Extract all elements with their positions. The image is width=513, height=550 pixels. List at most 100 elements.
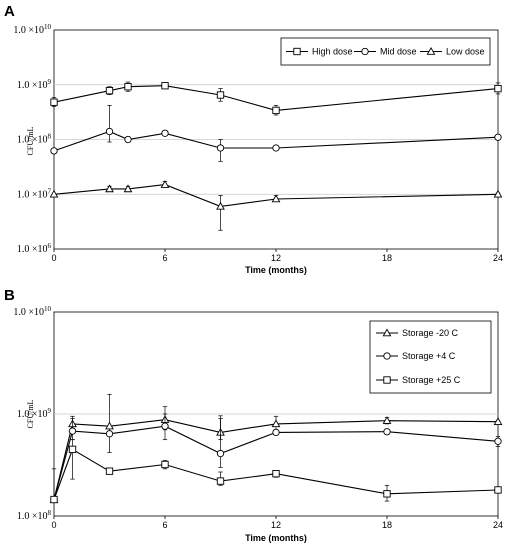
panel-b-x-tick-label: 18	[382, 520, 392, 530]
panel-a-series-mid-dose-point	[105, 127, 114, 136]
panel-b-series-storage-25-c-point	[216, 477, 225, 485]
panel-a-x-tick-label: 12	[271, 253, 281, 263]
panel-b-series-storage-4-c-point	[161, 422, 169, 430]
panel-b-y-tick-label: 1.0 ×108	[17, 509, 52, 522]
panel-a-y-tick-label: 1.0 ×106	[17, 242, 52, 255]
panel-a-legend-marker	[361, 47, 369, 56]
panel-b-series-storage-20-c	[49, 393, 503, 503]
panel-a-series-low-dose-point	[493, 189, 503, 198]
panel-b-legend-item-storage-4-c: Storage +4 C	[376, 351, 456, 361]
panel-a-series-high-dose-point	[50, 98, 58, 106]
panel-b-legend-item-storage-25-c: Storage +25 C	[376, 375, 461, 385]
panel-b-legend-label: Storage -20 C	[402, 328, 459, 338]
panel-a-legend-box	[280, 37, 491, 66]
panel-b-series	[49, 393, 503, 504]
panel-a-x-tick-label: 24	[493, 253, 503, 263]
panel-b-series-storage-25-c-point	[161, 460, 169, 469]
panel-a-y-tick-label: 1.0 ×108	[17, 133, 52, 146]
panel-b-series-storage-25-c-point	[50, 495, 58, 504]
panel-b-x-tick-label: 12	[271, 520, 281, 530]
panel-a-series-mid-dose-point	[216, 144, 225, 152]
panel-b: B 1.0 ×108 1.0 ×109 1.0 ×1010 0 6 12 18 24 CFU…	[4, 287, 503, 543]
panel-a-series-low-dose-point	[105, 184, 114, 193]
panel-b-series-storage-20-c-point	[382, 416, 392, 424]
panel-b-x-tick-labels: 0 6 12 18 24	[51, 516, 503, 530]
panel-b-series-storage-25-c	[50, 439, 502, 504]
panel-a-series-low-dose-point	[271, 194, 281, 203]
panel-b-x-tick-label: 6	[162, 520, 167, 530]
panel-b-series-storage-20-c-point	[105, 421, 114, 430]
panel-a-legend-label: Mid dose	[380, 47, 417, 57]
panel-a-series-mid-dose-point	[272, 144, 280, 152]
panel-b-legend-marker	[383, 352, 391, 360]
panel-b-y-tick-labels: 1.0 ×108 1.0 ×109 1.0 ×1010	[13, 305, 51, 522]
panel-a-series-low-dose-point	[160, 180, 170, 188]
panel-a-legend-label: Low dose	[446, 47, 485, 57]
panel-b-series-storage-25-c-point	[272, 470, 280, 478]
panel-b-x-tick-label: 0	[51, 520, 56, 530]
panel-b-series-storage-25-c-line	[53, 448, 499, 500]
panel-a-x-tick-label: 18	[382, 253, 392, 263]
panel-a-series-mid-dose-point	[50, 147, 58, 155]
panel-b-label: B	[4, 287, 15, 304]
panel-b-legend-marker	[382, 328, 392, 337]
panel-a-series-high-dose-point	[272, 106, 280, 115]
panel-a-series-mid-dose-point	[161, 129, 169, 137]
panel-a-y-tick-label: 1.0 ×107	[17, 187, 52, 200]
panel-a-series-high-dose	[50, 81, 502, 116]
panel-b-series-storage-4-c-point	[68, 427, 77, 435]
panel-a-y-tick-labels: 1.0 ×106 1.0 ×107 1.0 ×108 1.0 ×109 1.0 ×101…	[13, 23, 51, 255]
panel-a-legend-marker	[426, 46, 436, 55]
panel-b-legend-label: Storage +4 C	[402, 351, 456, 361]
panel-a-x-tick-label: 6	[162, 253, 167, 263]
panel-a-x-tick-labels: 0 6 12 18 24	[51, 249, 503, 263]
panel-a-series-high-dose-point	[494, 84, 502, 93]
panel-a-series-mid-dose	[50, 105, 502, 162]
panel-a-legend-marker	[293, 47, 301, 56]
panel-a-series-high-dose-point	[105, 87, 114, 95]
panel-b-x-axis-title: Time (months)	[245, 533, 307, 543]
panel-b-series-storage-25-c-point	[383, 490, 391, 498]
panel-a-series	[49, 81, 503, 231]
panel-a-series-high-dose-point	[216, 91, 225, 99]
panel-a-legend: High dose Mid dose Low dose	[280, 37, 491, 66]
panel-a-series-mid-dose-error-bar	[107, 105, 112, 143]
panel-b-y-tick-label: 1.0 ×109	[17, 407, 52, 420]
panel-b-legend-label: Storage +25 C	[402, 375, 461, 385]
panel-b-series-storage-4-c-error-bar	[218, 418, 223, 468]
panel-b-series-storage-20-c-point	[271, 419, 281, 428]
panel-b-series-storage-4-c-point	[383, 428, 391, 436]
panel-b-legend-marker	[383, 376, 391, 384]
panel-b-series-storage-4-c-point	[105, 430, 114, 438]
panel-a-series-low-dose-point	[123, 184, 133, 193]
panel-a-legend-item-high-dose: High dose	[286, 47, 353, 57]
panel-a-legend-label: High dose	[312, 47, 353, 57]
panel-b-series-storage-25-c-point	[68, 445, 77, 454]
panel-b-series-storage-4-c	[50, 413, 502, 504]
panel-a-series-low-dose	[49, 180, 503, 231]
panel-b-series-storage-4-c-point	[494, 437, 502, 445]
panel-a-label: A	[4, 3, 15, 20]
panel-a-y-tick-label: 1.0 ×1010	[13, 23, 51, 36]
panel-b-legend: Storage -20 C Storage +4 C Storage +25 C	[369, 320, 492, 394]
panel-a-series-low-dose-point	[49, 189, 59, 198]
panel-b-series-storage-4-c-point	[272, 428, 280, 437]
panel-a-y-axis-title: CFU/mL	[26, 126, 35, 155]
panel-a-series-low-dose-error-bar	[218, 195, 223, 231]
panel-b-series-storage-25-c-point	[494, 486, 502, 494]
panel-b-series-storage-25-c-error-bar	[70, 439, 75, 480]
panel-b-series-storage-25-c-point	[105, 467, 114, 475]
panel-a-series-mid-dose-point	[124, 135, 132, 144]
panel-b-y-axis-title: CFU/mL	[26, 399, 35, 428]
panel-a-gridlines	[54, 84, 498, 195]
panel-a-x-axis-title: Time (months)	[245, 265, 307, 275]
panel-a-series-mid-dose-point	[494, 133, 502, 141]
panel-a-series-high-dose-point	[161, 82, 169, 90]
panel-b-legend-item-storage-20-c: Storage -20 C	[376, 328, 459, 338]
panel-b-series-storage-20-c-line	[53, 419, 499, 500]
panel-b-y-tick-label: 1.0 ×1010	[13, 305, 51, 318]
panel-a-series-high-dose-point	[124, 83, 132, 91]
panel-a-x-tick-label: 0	[51, 253, 56, 263]
panel-b-series-storage-20-c-point	[493, 417, 503, 425]
